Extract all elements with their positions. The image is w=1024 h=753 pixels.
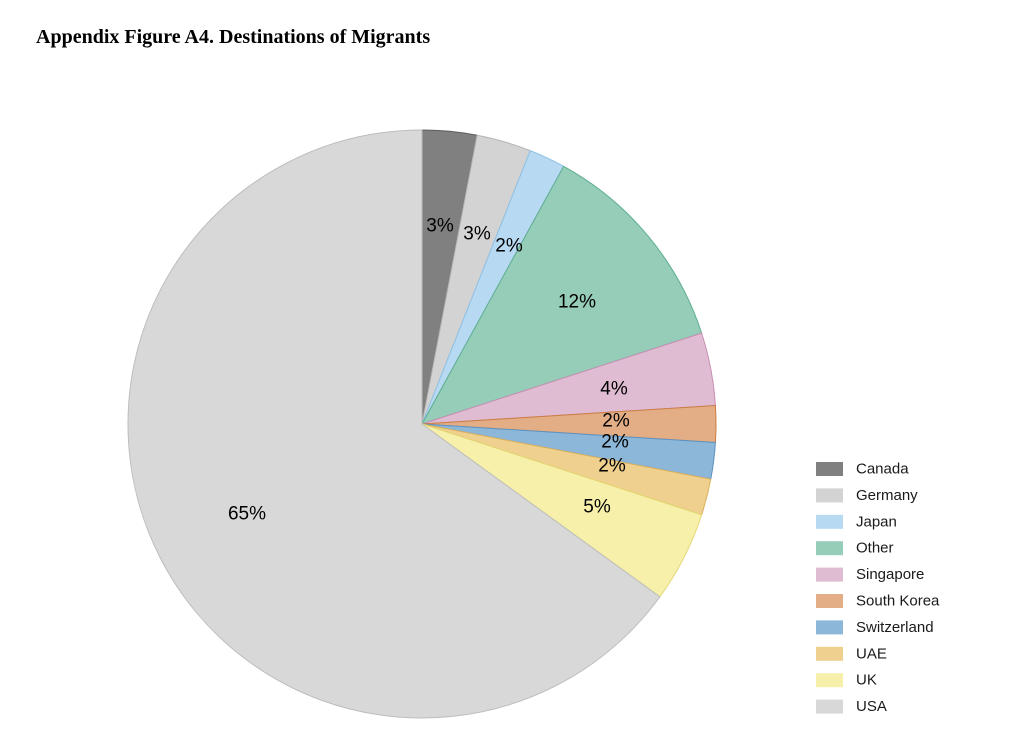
slice-label-canada: 3% (426, 216, 454, 237)
slice-label-south-korea: 2% (602, 411, 630, 432)
legend-swatch-usa (816, 699, 843, 714)
legend-swatch-japan (816, 514, 843, 529)
legend-swatch-singapore (816, 567, 843, 582)
legend: Canada Germany Japan Other Singapore South Ko… (816, 461, 940, 715)
slice-label-germany: 3% (463, 224, 491, 245)
legend-swatch-germany (816, 488, 843, 503)
legend-swatch-switzerland (816, 620, 843, 635)
legend-label-usa: USA (856, 698, 887, 715)
legend-label-uae: UAE (856, 645, 887, 662)
legend-swatch-south-korea (816, 594, 843, 608)
legend-label-singapore: Singapore (856, 566, 924, 583)
slice-label-singapore: 4% (600, 379, 628, 400)
slice-label-switzerland: 2% (601, 432, 629, 453)
legend-swatch-canada (816, 462, 843, 476)
slice-label-usa: 65% (228, 504, 266, 525)
pie-labels: 3% 3%2%12%4%2%2%2%5%65% (228, 216, 630, 525)
legend-label-uk: UK (856, 672, 877, 689)
slice-label-japan: 2% (495, 236, 523, 257)
legend-swatch-uk (816, 673, 843, 688)
slice-label-uae: 2% (598, 456, 626, 477)
legend-swatch-uae (816, 646, 843, 661)
pie-slice-usa (127, 129, 661, 719)
legend-swatch-other (816, 541, 843, 556)
legend-label-canada: Canada (856, 461, 909, 478)
pie-slice-other (420, 165, 703, 425)
slice-label-uk: 5% (583, 497, 611, 518)
slice-label-other: 12% (558, 292, 596, 313)
figure-title: Appendix Figure A4. Destinations of Migr… (36, 26, 431, 48)
legend-label-switzerland: Switzerland (856, 619, 934, 636)
pie-slices (127, 129, 717, 719)
legend-label-germany: Germany (856, 487, 918, 504)
legend-label-south-korea: South Korea (856, 593, 940, 610)
legend-label-other: Other (856, 540, 894, 557)
legend-label-japan: Japan (856, 513, 897, 530)
